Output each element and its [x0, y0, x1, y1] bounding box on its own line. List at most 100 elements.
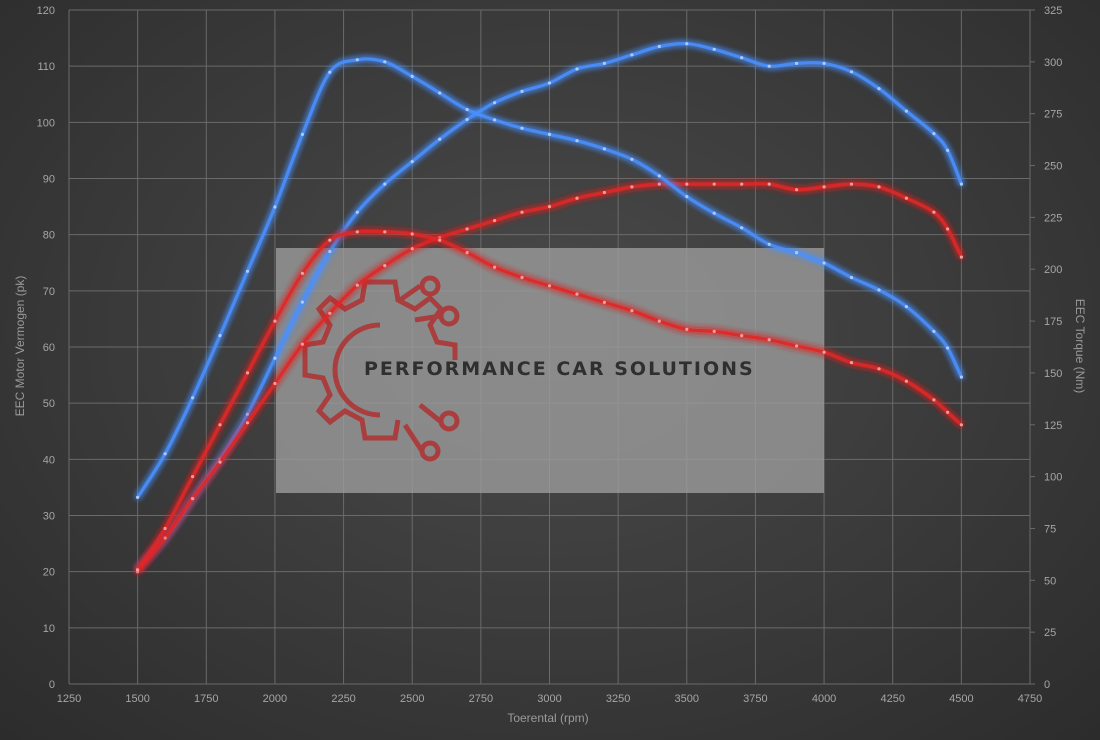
series-3-point	[355, 58, 359, 62]
series-1-point	[602, 61, 607, 65]
series-line-1	[136, 41, 963, 571]
y-right-tick-label: 50	[1044, 575, 1056, 587]
series-4-point	[685, 327, 689, 331]
series-3-point	[547, 132, 552, 136]
x-tick-label: 3500	[675, 693, 699, 705]
series-2-point	[245, 421, 250, 425]
series-1-point	[410, 160, 414, 164]
axes: 1250 1500 1750 2000 2250 2500 2750 3000 3250 3500…	[37, 5, 1063, 705]
series-2-point	[547, 205, 552, 209]
series-1-point	[946, 148, 950, 152]
series-1-point	[547, 81, 552, 85]
series-3-point	[245, 269, 250, 273]
series-3-point	[795, 251, 799, 255]
series-1-point	[767, 64, 771, 68]
series-2-point	[685, 182, 689, 186]
series-3-point	[712, 211, 716, 215]
series-4-point	[877, 367, 881, 371]
series-3-point	[849, 275, 854, 280]
series-3-point	[657, 174, 661, 178]
series-2-point	[877, 185, 881, 189]
series-2-point	[383, 264, 387, 268]
y-right-tick-label: 225	[1044, 212, 1062, 224]
series-4-point	[547, 284, 552, 288]
series-4-point	[218, 423, 222, 427]
x-tick-label: 1500	[125, 693, 149, 705]
series-1-point	[245, 412, 250, 416]
series-3-point	[191, 396, 195, 400]
series-1-point	[740, 56, 744, 60]
x-tick-label: 4250	[880, 693, 904, 705]
series-1-point	[355, 210, 359, 214]
series-1-point	[877, 87, 881, 91]
y-left-tick-label: 20	[43, 567, 55, 579]
series-4-point	[355, 230, 359, 234]
series-3-point	[630, 157, 634, 161]
series-1-point	[712, 47, 716, 51]
series-2-point	[630, 185, 634, 189]
series-3-point	[493, 118, 497, 122]
y-left-tick-label: 100	[37, 117, 55, 129]
series-2-point	[300, 342, 304, 346]
series-2-point	[163, 536, 167, 540]
series-4-point	[849, 361, 854, 365]
series-1-point	[465, 117, 469, 122]
series-2-point	[575, 196, 579, 200]
y-left-tick-label: 50	[43, 398, 55, 410]
series-4-point	[712, 329, 716, 333]
series-2-point	[218, 460, 222, 464]
series-4-point	[946, 410, 950, 414]
x-tick-label: 3000	[537, 693, 561, 705]
series-3-point	[877, 288, 881, 292]
y-right-tick-label: 325	[1044, 5, 1062, 17]
series-4-point	[438, 238, 442, 242]
series-1-point	[493, 101, 497, 105]
series-4-point	[273, 319, 277, 323]
series-3-point	[959, 375, 964, 379]
series-1-point	[575, 67, 579, 71]
y-right-tick-label: 75	[1044, 523, 1056, 535]
series-3-point	[273, 205, 277, 209]
series-1-point	[822, 61, 826, 65]
gridlines	[68, 9, 1031, 685]
series-4-point	[740, 334, 744, 338]
series-2-point	[273, 381, 277, 386]
series-3-point	[218, 334, 222, 338]
series-4-point	[493, 265, 497, 269]
x-axis-label: Toerental (rpm)	[507, 711, 588, 725]
y-right-tick-label: 0	[1044, 679, 1050, 691]
series-line-2	[136, 182, 963, 574]
x-tick-label: 4750	[1018, 693, 1042, 705]
series-3-point	[685, 195, 689, 199]
series-2-point	[191, 497, 195, 501]
y-right-tick-label: 175	[1044, 316, 1062, 328]
y-right-tick-label: 200	[1044, 264, 1062, 276]
y-left-tick-label: 10	[43, 623, 55, 635]
series-3-point	[602, 147, 607, 151]
series-4-point	[191, 475, 195, 479]
watermark-text: PERFORMANCE CAR SOLUTIONS	[364, 358, 755, 380]
series-4-point	[822, 350, 826, 354]
y-left-tick-label: 70	[43, 286, 55, 298]
series-4-point	[163, 526, 167, 531]
y-left-tick-label: 30	[43, 511, 55, 523]
series-2-point	[712, 182, 716, 186]
y-right-tick-label: 125	[1044, 420, 1062, 432]
series-3-point	[136, 495, 140, 499]
series-3-point	[328, 70, 332, 74]
y-left-tick-label: 90	[43, 174, 55, 186]
series-1-point	[300, 300, 304, 304]
series-3-point	[383, 60, 387, 64]
x-tick-label: 2750	[469, 693, 493, 705]
series-4-point	[575, 292, 579, 296]
series-3-point	[575, 139, 579, 143]
series-4-point	[410, 232, 414, 236]
x-tick-label: 2500	[400, 693, 424, 705]
series-3-point	[822, 261, 826, 265]
series-1-point	[932, 132, 936, 136]
series-3-point	[932, 329, 936, 333]
x-tick-label: 1750	[194, 693, 218, 705]
series-4-point	[520, 275, 524, 280]
series-2-point	[520, 210, 524, 214]
series-3-point	[300, 132, 304, 136]
